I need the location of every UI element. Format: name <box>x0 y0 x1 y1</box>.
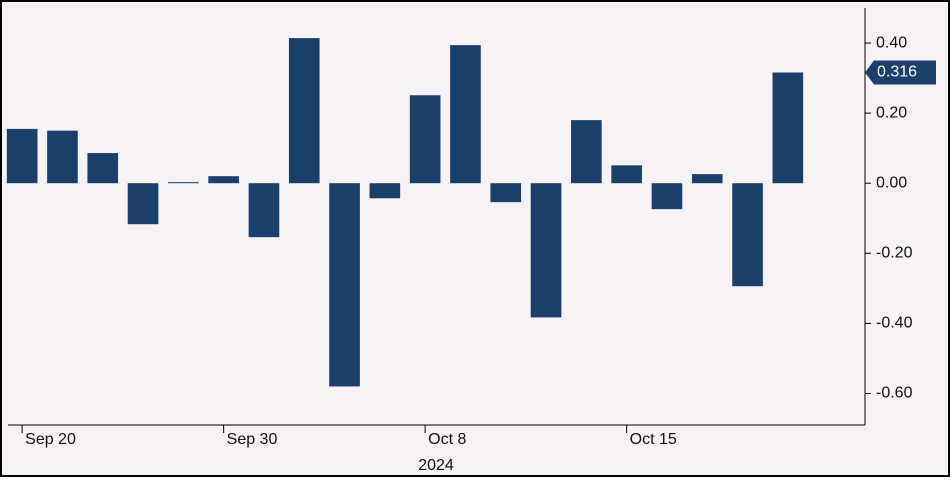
bar <box>571 120 602 184</box>
x-tick-label: Sep 30 <box>227 431 278 448</box>
y-tick-label: -0.60 <box>876 385 913 402</box>
y-tick-label: 0.20 <box>876 104 907 121</box>
x-tick-label: Oct 15 <box>630 431 677 448</box>
x-tick-label: Oct 8 <box>428 431 466 448</box>
y-tick-label: 0.00 <box>876 174 907 191</box>
bar <box>248 183 280 238</box>
bar <box>6 128 38 184</box>
bar <box>530 183 562 318</box>
bar <box>329 183 360 387</box>
bar <box>127 183 159 225</box>
bar <box>611 165 642 184</box>
bar <box>772 72 804 184</box>
x-tick-label: Sep 20 <box>25 431 76 448</box>
bar <box>168 182 199 184</box>
bar <box>47 130 78 184</box>
bar <box>490 183 522 203</box>
bar <box>87 153 119 184</box>
x-axis-label: 2024 <box>418 457 454 474</box>
bar <box>208 176 239 184</box>
bar <box>691 174 723 184</box>
value-label-box <box>865 60 936 85</box>
y-tick-label: 0.40 <box>876 34 907 51</box>
bar <box>732 183 763 287</box>
bar <box>288 38 320 184</box>
bar <box>651 183 683 210</box>
bar <box>409 95 441 184</box>
bar <box>450 45 481 184</box>
y-tick-label: -0.20 <box>876 245 913 262</box>
y-tick-label: -0.40 <box>876 315 913 332</box>
bar <box>369 183 401 199</box>
value-label: 0.316 <box>877 64 917 81</box>
